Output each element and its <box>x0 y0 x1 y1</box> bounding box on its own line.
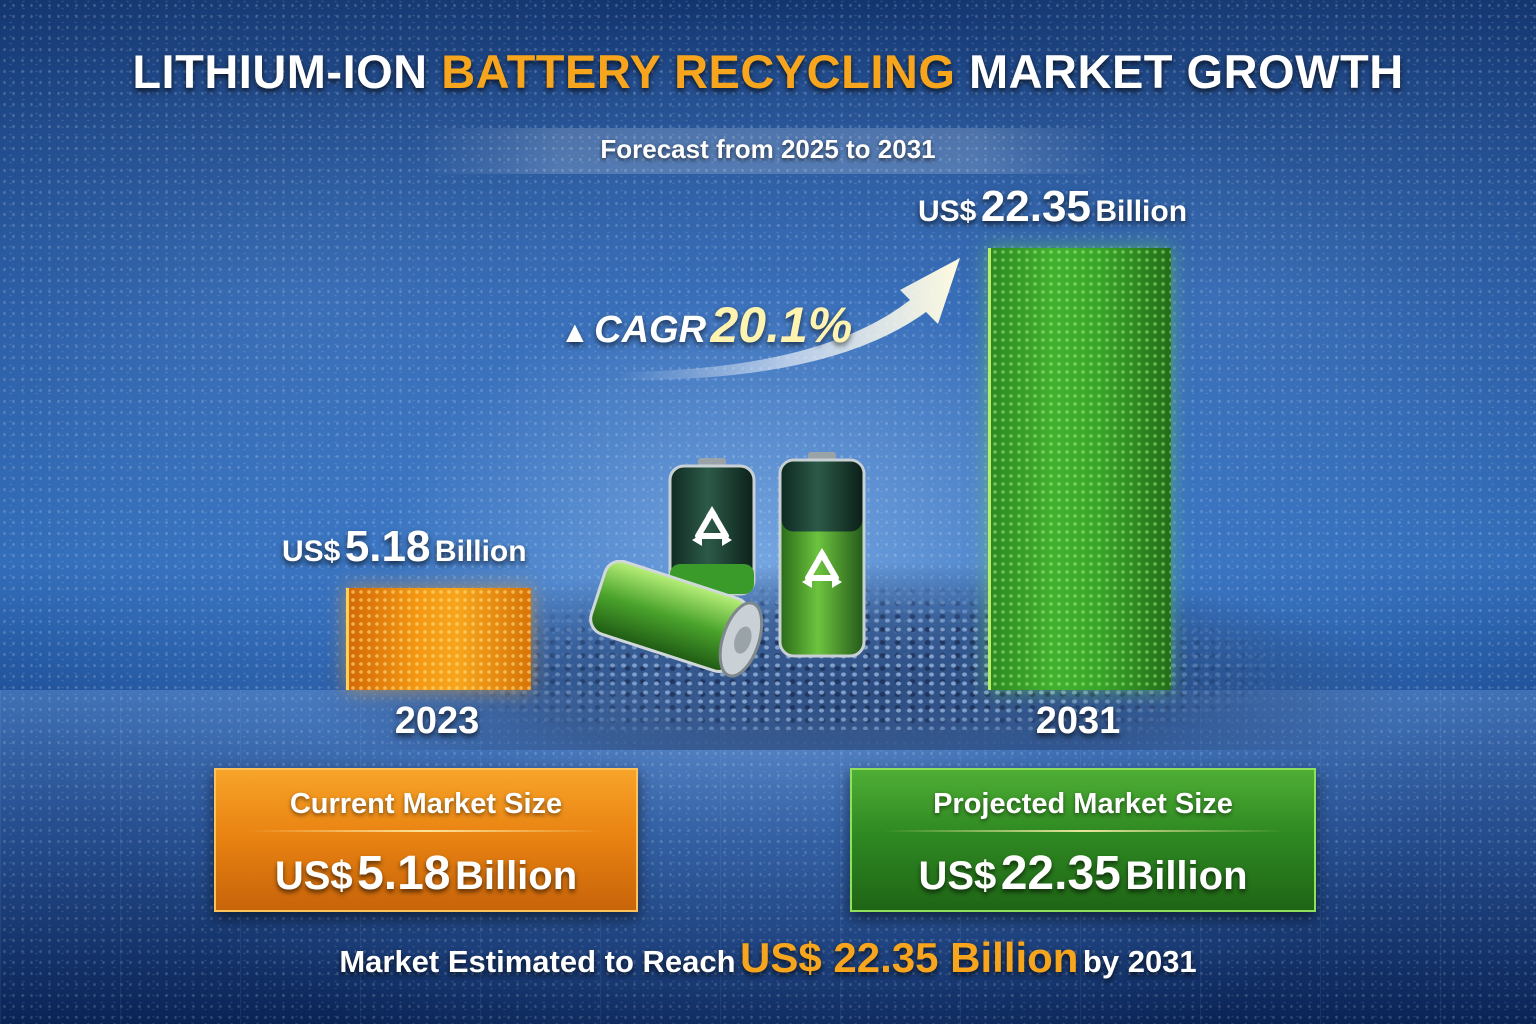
page-title: LITHIUM-ION BATTERY RECYCLING MARKET GRO… <box>0 44 1536 99</box>
bar-2023 <box>346 587 531 690</box>
footer-highlight: US$ 22.35 Billion <box>740 934 1079 981</box>
cagr-value: 20.1% <box>710 297 853 353</box>
footer-suffix: by 2031 <box>1082 944 1197 979</box>
data-label-value: 22.35 <box>980 182 1091 231</box>
title-highlight: BATTERY RECYCLING <box>441 45 956 98</box>
data-label-2031: US$ 22.35 Billion <box>918 182 1187 232</box>
growth-arrow-icon <box>620 258 960 380</box>
cagr-annotation: ▲ CAGR 20.1% <box>560 296 852 354</box>
panel-title: Projected Market Size <box>933 788 1233 820</box>
battery-icon <box>589 560 764 678</box>
footer-prefix: Market Estimated to Reach <box>339 944 736 979</box>
panel-divider <box>246 830 606 832</box>
title-part1: LITHIUM-ION <box>132 45 428 98</box>
panel-unit: Billion <box>1125 854 1248 898</box>
panel-currency: US$ <box>918 854 997 898</box>
panel-divider <box>882 830 1284 832</box>
x-tick-2023: 2023 <box>394 700 480 742</box>
page-subtitle: Forecast from 2025 to 2031 <box>600 134 936 164</box>
recycle-icon <box>692 506 732 546</box>
data-label-value: 5.18 <box>344 521 431 571</box>
panel-currency: US$ <box>274 854 353 898</box>
panel-number: 5.18 <box>357 847 451 900</box>
bar-2031 <box>988 248 1171 690</box>
panel-title: Current Market Size <box>289 788 563 820</box>
subtitle-band <box>420 128 1116 174</box>
recycle-icon <box>802 548 842 588</box>
up-triangle-icon: ▲ <box>560 316 590 349</box>
data-label-currency: US$ <box>918 195 977 228</box>
data-label-unit: Billion <box>1095 195 1188 228</box>
panel-unit: Billion <box>454 854 578 898</box>
panel-value: US$ 5.18 Billion <box>216 846 636 901</box>
projected-market-size-panel: Projected Market Size US$ 22.35 Billion <box>850 768 1316 912</box>
title-part2: MARKET GROWTH <box>968 45 1404 98</box>
panel-value: US$ 22.35 Billion <box>852 846 1314 901</box>
cagr-label: CAGR <box>594 309 707 351</box>
x-tick-2031: 2031 <box>1035 700 1121 742</box>
data-label-currency: US$ <box>282 534 341 568</box>
panel-number: 22.35 <box>1000 847 1121 900</box>
data-label-unit: Billion <box>434 534 527 568</box>
data-label-2023: US$ 5.18 Billion <box>282 522 527 572</box>
footer-statement: Market Estimated to Reach US$ 22.35 Bill… <box>0 934 1536 982</box>
current-market-size-panel: Current Market Size US$ 5.18 Billion <box>214 768 638 912</box>
